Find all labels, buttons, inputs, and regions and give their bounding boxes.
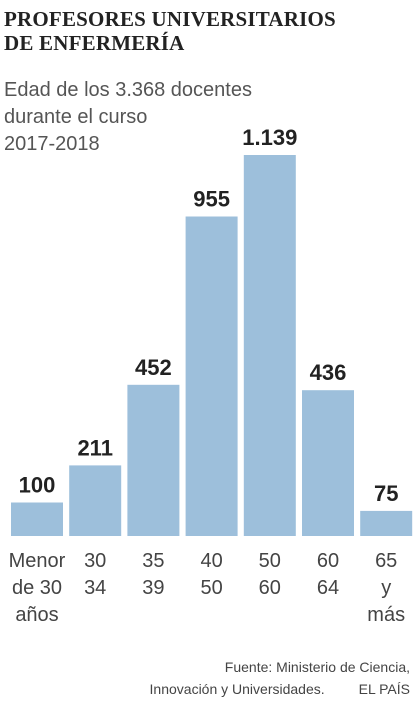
category-label-0-line-1: de 30 [12,577,62,599]
category-label-2-line-0: 35 [142,550,164,572]
chart-subtitle-line-2: durante el curso [4,106,148,128]
bar-3 [185,216,238,536]
bar-4 [243,155,296,536]
chart-title-line-2: DE ENFERMERÍA [4,31,185,55]
bar-1 [69,465,122,536]
bar-6 [360,510,413,536]
bar-2 [127,384,180,536]
category-label-0-line-2: años [15,604,58,626]
category-label-3-line-1: 50 [200,577,222,599]
category-label-6-line-1: y [381,577,391,599]
bar-chart: 100 Menor de 30 años 211 30 34 452 35 39 955 40 50 1.… [9,125,413,626]
category-label-5-line-1: 64 [317,577,339,599]
value-label-2: 452 [135,355,172,380]
category-label-1-line-0: 30 [84,550,106,572]
bar-0 [11,502,63,536]
category-label-0-line-0: Menor [9,550,66,572]
chart-subtitle-line-1: Edad de los 3.368 docentes [4,79,252,101]
value-label-5: 436 [310,360,347,385]
bar-5 [302,390,354,536]
value-label-1: 211 [77,435,113,460]
value-label-0: 100 [19,473,56,498]
value-label-6: 75 [374,481,398,506]
chart-title: PROFESORES UNIVERSITARIOS DE ENFERMERÍA [4,7,404,55]
source-line-2-text: Innovación y Universidades. [149,681,325,697]
value-label-3: 955 [193,187,230,212]
source-note: Fuente: Ministerio de Ciencia, Innovació… [0,656,410,700]
category-label-2-line-1: 39 [142,577,164,599]
chart-subtitle-line-3: 2017-2018 [4,133,100,155]
chart-title-line-1: PROFESORES UNIVERSITARIOS [4,7,336,31]
category-label-5-line-0: 60 [317,550,339,572]
value-label-4: 1.139 [242,125,297,150]
category-label-6-line-2: más [367,604,405,626]
category-label-6-line-0: 65 [375,550,397,572]
source-line-2: Innovación y Universidades. EL PAÍS [0,678,410,700]
brand-label: EL PAÍS [358,681,410,697]
category-label-1-line-1: 34 [84,577,106,599]
category-label-4-line-0: 50 [259,550,281,572]
source-line-1: Fuente: Ministerio de Ciencia, [224,659,410,675]
chart-subtitle: Edad de los 3.368 docentes durante el cu… [4,77,404,158]
category-label-3-line-0: 40 [200,550,222,572]
category-label-4-line-1: 60 [259,577,281,599]
